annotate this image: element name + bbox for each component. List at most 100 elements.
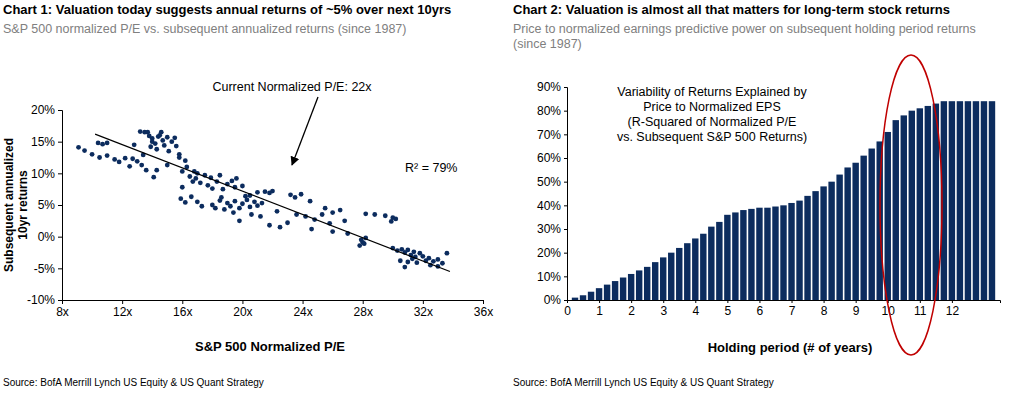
x-axis-tick-label: 6 (757, 304, 764, 318)
x-axis-line (63, 301, 484, 305)
x-axis-tick-mark (242, 300, 243, 304)
point (148, 144, 153, 149)
x-axis-tick: 3 (660, 300, 667, 318)
y-axis-line (58, 111, 63, 301)
y-axis-tick: 10% (537, 270, 567, 284)
bar (909, 111, 915, 300)
y-axis-tick: 60% (537, 151, 567, 165)
point (112, 157, 117, 162)
bar (668, 253, 674, 300)
x-axis-tick: 6 (757, 300, 764, 318)
point (96, 141, 101, 146)
bar (588, 292, 594, 300)
plot-marks (76, 129, 450, 271)
bar (572, 298, 578, 300)
bar (652, 262, 658, 300)
point (90, 152, 95, 157)
point (127, 164, 132, 169)
bar (676, 248, 682, 300)
x-axis-tick-label: 3 (660, 304, 667, 318)
x-axis-tick: 36x (474, 300, 493, 319)
point (255, 203, 260, 208)
point (293, 195, 298, 200)
y-axis-tick-mark (58, 205, 62, 206)
x-axis-tick-label: 11 (914, 304, 927, 318)
point (252, 199, 257, 204)
trend-line (95, 134, 450, 271)
point (402, 265, 407, 270)
y-axis-tick-mark (564, 253, 567, 254)
x-axis-tick-mark (483, 300, 484, 304)
point (237, 218, 242, 223)
bar (820, 186, 826, 300)
bar (828, 182, 834, 300)
point (240, 184, 245, 189)
point (160, 138, 165, 143)
x-axis-tick-label: 5 (725, 304, 732, 318)
y-axis-tick: 40% (537, 199, 567, 213)
y-axis-tick-label: -10% (27, 293, 55, 307)
y-axis-tick-mark (58, 142, 62, 143)
point (82, 148, 87, 153)
y-axis: 0%10%20%30%40%50%60%70%80%90% (537, 80, 568, 307)
y-axis-tick-label: -5% (34, 262, 56, 276)
x-axis-tick-mark (122, 300, 123, 304)
highlight-ellipse (880, 55, 942, 355)
text-line: Price to normalized earnings predictive … (513, 22, 976, 36)
bar (893, 120, 899, 300)
point (222, 207, 227, 212)
point (105, 141, 110, 146)
point (195, 199, 200, 204)
text-line: 10yr returns (16, 170, 30, 240)
y-axis-tick-mark (564, 276, 567, 277)
y-axis-tick-mark (58, 237, 62, 238)
point (180, 185, 185, 190)
x-axis-tick-label: 36x (474, 305, 493, 319)
point (162, 143, 167, 148)
y-axis: -10%-5%0%5%10%15%20% (27, 103, 63, 307)
point (338, 208, 343, 213)
point (233, 199, 238, 204)
x-axis-tick-label: 28x (354, 305, 373, 319)
bar (740, 210, 746, 300)
point (263, 189, 268, 194)
y-axis-tick-label: 90% (537, 80, 561, 94)
point (219, 195, 224, 200)
point (154, 168, 159, 173)
y-axis-title: Subsequent annualized10yr returns (2, 138, 30, 272)
y-axis-tick: 80% (537, 104, 567, 118)
point (139, 163, 144, 168)
text-line: S&P 500 normalized P/E vs. subsequent an… (3, 22, 406, 36)
point (420, 254, 425, 259)
point (135, 159, 140, 164)
bar (612, 281, 618, 300)
x-axis-tick: 12 (946, 300, 960, 318)
x-axis-tick: 8x (56, 300, 69, 319)
y-axis-tick: 0% (544, 293, 567, 307)
point (363, 211, 368, 216)
annotation: Current Normalized P/E: 22x (212, 80, 372, 94)
x-axis-tick: 28x (354, 300, 373, 319)
bar (901, 115, 907, 300)
point (398, 258, 403, 263)
y-axis-tick-label: 80% (537, 104, 561, 118)
x-axis-tick: 1 (596, 300, 603, 318)
bar (796, 201, 802, 300)
bar (885, 132, 891, 300)
point (278, 225, 283, 230)
page: Chart 1: Valuation today suggests annual… (0, 0, 1024, 393)
point (267, 223, 272, 228)
chart-panel: Chart 1: Valuation today suggests annual… (2, 2, 493, 388)
text-line: (since 1987) (513, 37, 582, 51)
bar (684, 243, 690, 300)
bar (580, 295, 586, 300)
y-axis-tick-label: 70% (537, 128, 561, 142)
y-axis-tick-mark (564, 111, 567, 112)
point (405, 248, 410, 253)
bar (836, 175, 842, 300)
point (138, 129, 143, 134)
point (172, 135, 177, 140)
y-axis-tick-mark (58, 173, 62, 174)
point (230, 179, 235, 184)
point (177, 155, 182, 160)
